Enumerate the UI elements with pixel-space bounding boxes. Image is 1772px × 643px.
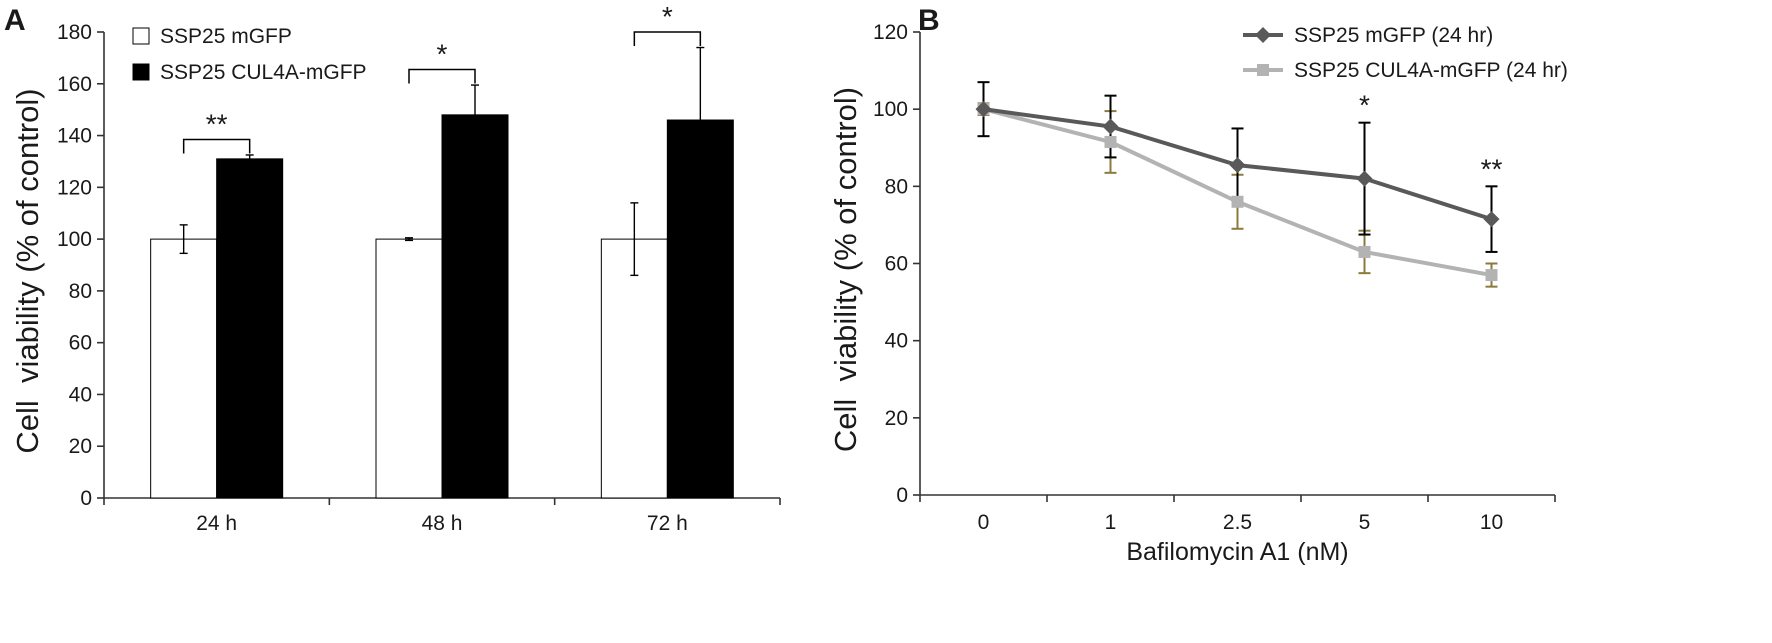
y-tick-label: 0: [80, 487, 92, 510]
significance-marker: **: [1481, 153, 1503, 184]
x-tick-label: 48 h: [422, 512, 463, 535]
x-tick-label: 10: [1480, 511, 1503, 534]
significance-bracket: [182, 138, 251, 154]
data-point-diamond: [1356, 170, 1373, 187]
y-tick-label: 60: [885, 253, 908, 276]
legend-label: SSP25 mGFP: [160, 25, 292, 48]
data-point-diamond: [1229, 157, 1246, 174]
y-tick-label: 120: [57, 176, 92, 199]
y-tick-label: 40: [885, 330, 908, 353]
y-tick-label: 140: [57, 125, 92, 148]
data-point-square: [1231, 195, 1244, 208]
legend-label: SSP25 mGFP (24 hr): [1294, 24, 1493, 47]
bar-chart-panel-a: 0 20 40 60 80 100 120 140 160 180 24 h ** 48 h * 72 h *…: [10, 1, 781, 535]
x-tick-label: 1: [1105, 511, 1117, 534]
bar-cul4a-48h: [441, 114, 509, 499]
panel-a-label: A: [4, 4, 26, 37]
bar-mgfp-24h: [150, 238, 218, 499]
legend-label: SSP25 CUL4A-mGFP: [160, 61, 367, 84]
legend-marker-diamond: [1255, 27, 1271, 43]
y-axis-label: Cell viability (% of control): [828, 87, 863, 452]
y-tick-label: 80: [69, 280, 92, 303]
y-axis-label: Cell viability (% of control): [10, 88, 45, 453]
x-tick-label: 5: [1359, 511, 1371, 534]
x-tick-label: 24 h: [196, 512, 237, 535]
data-point-diamond: [1483, 211, 1500, 228]
bar-cul4a-24h: [216, 158, 284, 499]
y-tick-label: 100: [57, 228, 92, 251]
x-tick-label: 72 h: [647, 512, 688, 535]
data-point-diamond: [1102, 118, 1119, 135]
y-tick-label: 60: [69, 332, 92, 355]
legend-swatch: [132, 63, 150, 81]
y-tick-label: 160: [57, 73, 92, 96]
data-point-square: [1358, 245, 1371, 258]
significance-bracket: [408, 68, 476, 84]
significance-marker: **: [206, 108, 228, 139]
y-tick-label: 100: [873, 98, 908, 121]
panel-b-label: B: [918, 4, 940, 37]
legend-label: SSP25 CUL4A-mGFP (24 hr): [1294, 59, 1568, 82]
bar-mgfp-48h: [375, 238, 443, 499]
y-tick-label: 180: [57, 21, 92, 44]
y-tick-label: 40: [69, 383, 92, 406]
x-axis-label: Bafilomycin A1 (nM): [1126, 538, 1348, 566]
data-point-square: [1104, 135, 1117, 148]
y-tick-label: 20: [885, 407, 908, 430]
significance-marker: *: [437, 39, 448, 70]
legend-marker-square: [1257, 64, 1269, 76]
legend-swatch: [132, 27, 150, 45]
bar-mgfp-72h: [600, 238, 668, 499]
y-tick-label: 80: [885, 175, 908, 198]
y-tick-label: 0: [896, 484, 908, 507]
x-tick-label: 2.5: [1223, 511, 1252, 534]
data-point-diamond: [975, 101, 992, 118]
y-tick-label: 120: [873, 21, 908, 44]
significance-marker: *: [1359, 90, 1370, 121]
y-tick-label: 20: [69, 435, 92, 458]
data-point-square: [1485, 269, 1498, 282]
significance-marker: *: [662, 1, 673, 32]
significance-bracket: [633, 31, 702, 46]
x-tick-label: 0: [978, 511, 990, 534]
